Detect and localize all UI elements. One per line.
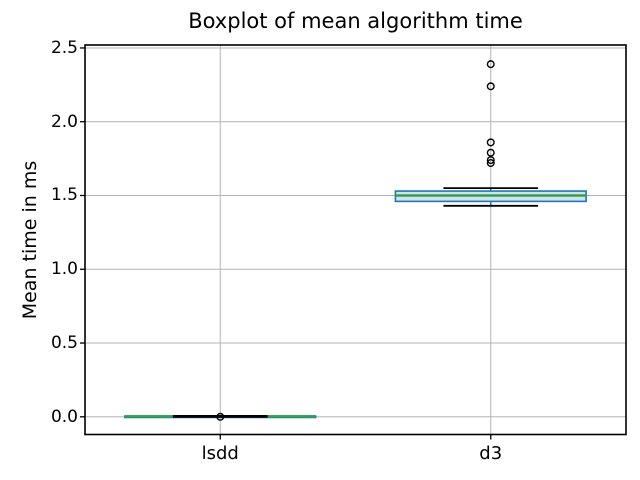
outlier-d3: [486, 82, 495, 91]
x-tick-label-d3: d3: [479, 442, 503, 464]
y-tick-label: 1.5: [50, 185, 78, 206]
y-tick-label: 2.5: [50, 37, 78, 58]
y-tick-label: 2.0: [50, 111, 78, 132]
outlier-d3: [486, 138, 495, 147]
outlier-d3: [486, 156, 495, 165]
chart-title: Boxplot of mean algorithm time: [188, 9, 523, 33]
y-tick-label: 0.0: [50, 406, 78, 427]
y-tick-label: 1.0: [50, 259, 78, 280]
x-tick-label-lsdd: lsdd: [201, 442, 239, 464]
y-tick-label: 0.5: [50, 333, 78, 354]
outlier-d3: [486, 148, 495, 157]
plot-border: [84, 44, 627, 436]
outlier-d3: [486, 159, 495, 168]
outlier-lsdd: [216, 412, 225, 421]
outlier-d3: [486, 60, 495, 69]
